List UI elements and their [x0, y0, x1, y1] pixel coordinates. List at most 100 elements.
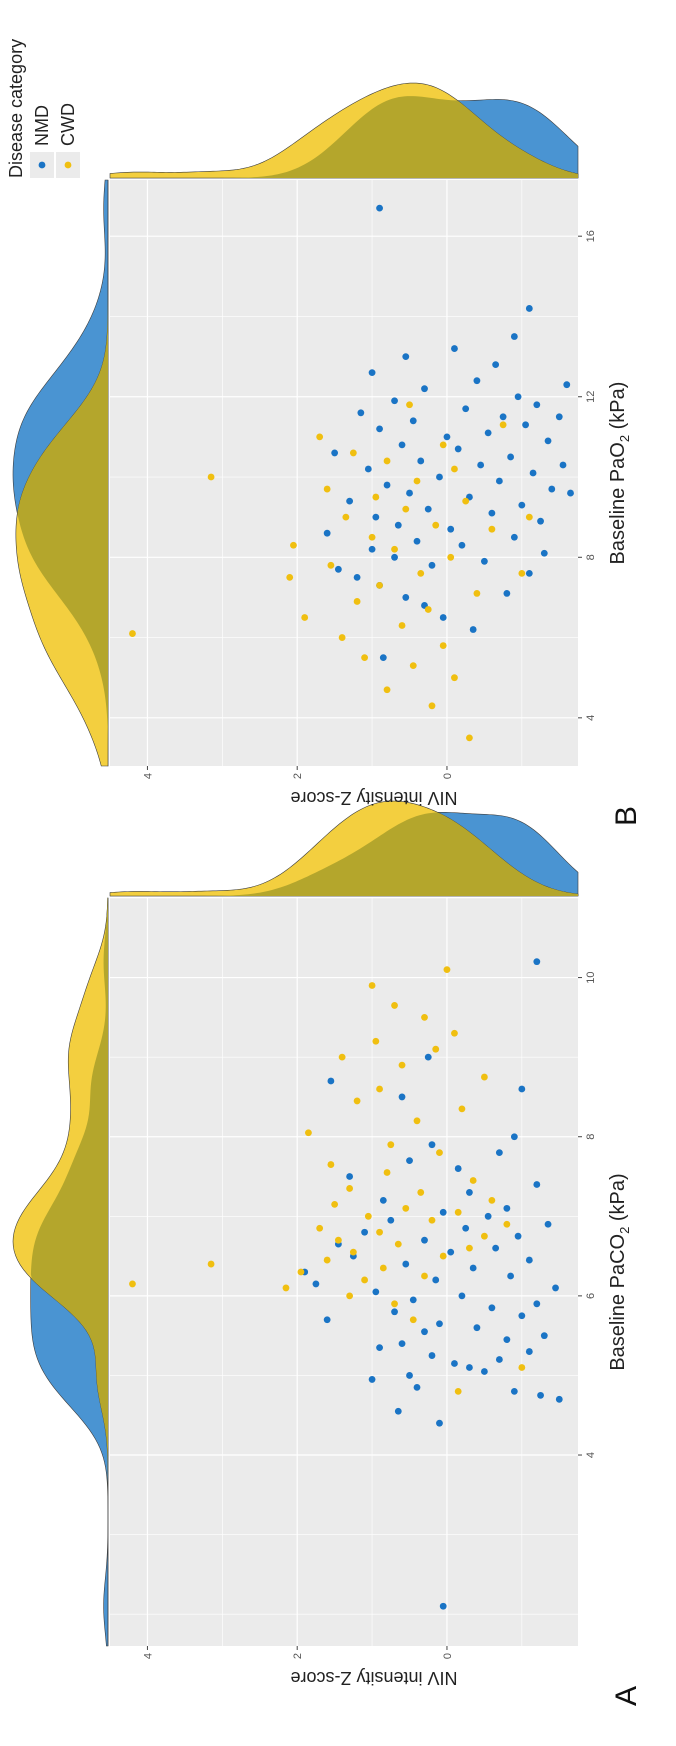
point-nmd — [537, 517, 544, 525]
point-nmd — [379, 654, 387, 662]
point-cwd — [282, 1284, 290, 1292]
legend-title: Disease category — [6, 39, 26, 178]
point-nmd — [488, 1304, 496, 1312]
point-nmd — [510, 333, 518, 340]
point-nmd — [406, 1157, 413, 1164]
point-nmd — [436, 473, 443, 481]
panel-a-x-axis-label-unit: (kPa) — [607, 1173, 629, 1226]
point-nmd — [376, 1344, 383, 1351]
point-nmd — [473, 377, 481, 385]
point-nmd — [466, 1189, 473, 1196]
point-cwd — [391, 545, 398, 553]
point-cwd — [443, 966, 451, 974]
point-nmd — [458, 541, 466, 549]
point-nmd — [424, 505, 432, 513]
point-nmd — [424, 1053, 432, 1061]
x-tick-label: 8 — [585, 554, 597, 560]
point-cwd — [447, 553, 455, 561]
point-nmd — [563, 381, 571, 389]
legend-dot-nmd — [38, 161, 46, 169]
point-cwd — [439, 642, 447, 649]
point-nmd — [402, 594, 410, 601]
point-cwd — [327, 1161, 335, 1168]
point-cwd — [451, 674, 458, 682]
legend: Disease category NMD CWD — [6, 39, 80, 178]
point-nmd — [409, 417, 417, 425]
point-cwd — [428, 702, 436, 710]
panel-a-plot-area — [110, 898, 578, 1646]
point-nmd — [454, 445, 462, 453]
point-nmd — [451, 345, 458, 352]
point-nmd — [559, 461, 567, 469]
point-cwd — [297, 1268, 305, 1276]
point-nmd — [428, 561, 436, 569]
point-cwd — [402, 1204, 410, 1212]
point-cwd — [413, 1117, 421, 1125]
point-cwd — [346, 1292, 354, 1300]
point-nmd — [451, 1360, 458, 1367]
point-nmd — [529, 469, 537, 477]
point-nmd — [518, 501, 526, 509]
point-nmd — [555, 413, 563, 421]
point-nmd — [544, 1220, 552, 1228]
legend-dot-cwd — [64, 161, 72, 169]
point-nmd — [481, 1368, 488, 1375]
panel-b-x-axis-label: Baseline PaO2 (kPa) — [607, 382, 632, 565]
point-cwd — [383, 457, 391, 465]
point-cwd — [129, 1280, 136, 1288]
point-nmd — [548, 485, 556, 493]
x-tick-label: 16 — [585, 230, 597, 242]
point-nmd — [525, 305, 533, 312]
point-nmd — [544, 437, 552, 445]
point-nmd — [477, 461, 485, 469]
point-nmd — [484, 429, 492, 437]
panel-a-grid — [110, 897, 578, 1646]
point-nmd — [518, 1085, 526, 1093]
point-nmd — [462, 1224, 470, 1232]
density-overlap — [17, 180, 108, 766]
point-nmd — [398, 1093, 406, 1101]
point-nmd — [466, 1364, 473, 1371]
point-nmd — [495, 1356, 503, 1363]
point-nmd — [503, 590, 511, 597]
point-nmd — [402, 353, 410, 361]
panel-b-grid — [110, 180, 578, 766]
point-nmd — [507, 453, 515, 461]
panel-b-x-axis-label-unit: (kPa) — [607, 382, 629, 435]
point-nmd — [555, 1395, 563, 1403]
x-tick-label: 8 — [585, 1134, 597, 1140]
point-cwd — [376, 1085, 383, 1093]
point-nmd — [439, 1208, 447, 1216]
point-nmd — [394, 521, 402, 529]
point-nmd — [357, 409, 365, 417]
point-cwd — [454, 1387, 462, 1395]
panel-a-y-axis-label: NIV intensity Z-score — [290, 1668, 457, 1688]
x-tick-label: 4 — [585, 715, 597, 721]
panel-a-density-top — [12, 897, 109, 1647]
panel-b-density-top — [12, 179, 109, 767]
point-cwd — [439, 441, 447, 449]
point-nmd — [428, 1352, 436, 1359]
point-nmd — [533, 401, 541, 409]
point-nmd — [376, 204, 383, 212]
panel-a-density-side — [109, 800, 579, 897]
point-nmd — [458, 1292, 466, 1300]
point-nmd — [499, 413, 507, 421]
point-cwd — [349, 1248, 357, 1256]
point-cwd — [349, 449, 357, 457]
point-nmd — [421, 385, 428, 393]
panel-a-x-axis-label: Baseline PaCO2 (kPa) — [607, 1173, 632, 1370]
point-nmd — [413, 537, 421, 545]
point-cwd — [368, 533, 376, 541]
point-nmd — [510, 1387, 518, 1395]
point-cwd — [409, 1316, 417, 1324]
panel-b-y-axis-label: NIV intensity Z-score — [290, 788, 457, 808]
point-nmd — [533, 958, 541, 966]
point-nmd — [473, 1324, 481, 1332]
panel-b-points — [129, 204, 574, 742]
panel-a-x-axis-label-sub: 2 — [617, 1227, 632, 1234]
point-nmd — [481, 557, 488, 565]
point-cwd — [421, 1272, 428, 1280]
point-cwd — [323, 485, 331, 493]
point-nmd — [495, 477, 503, 485]
